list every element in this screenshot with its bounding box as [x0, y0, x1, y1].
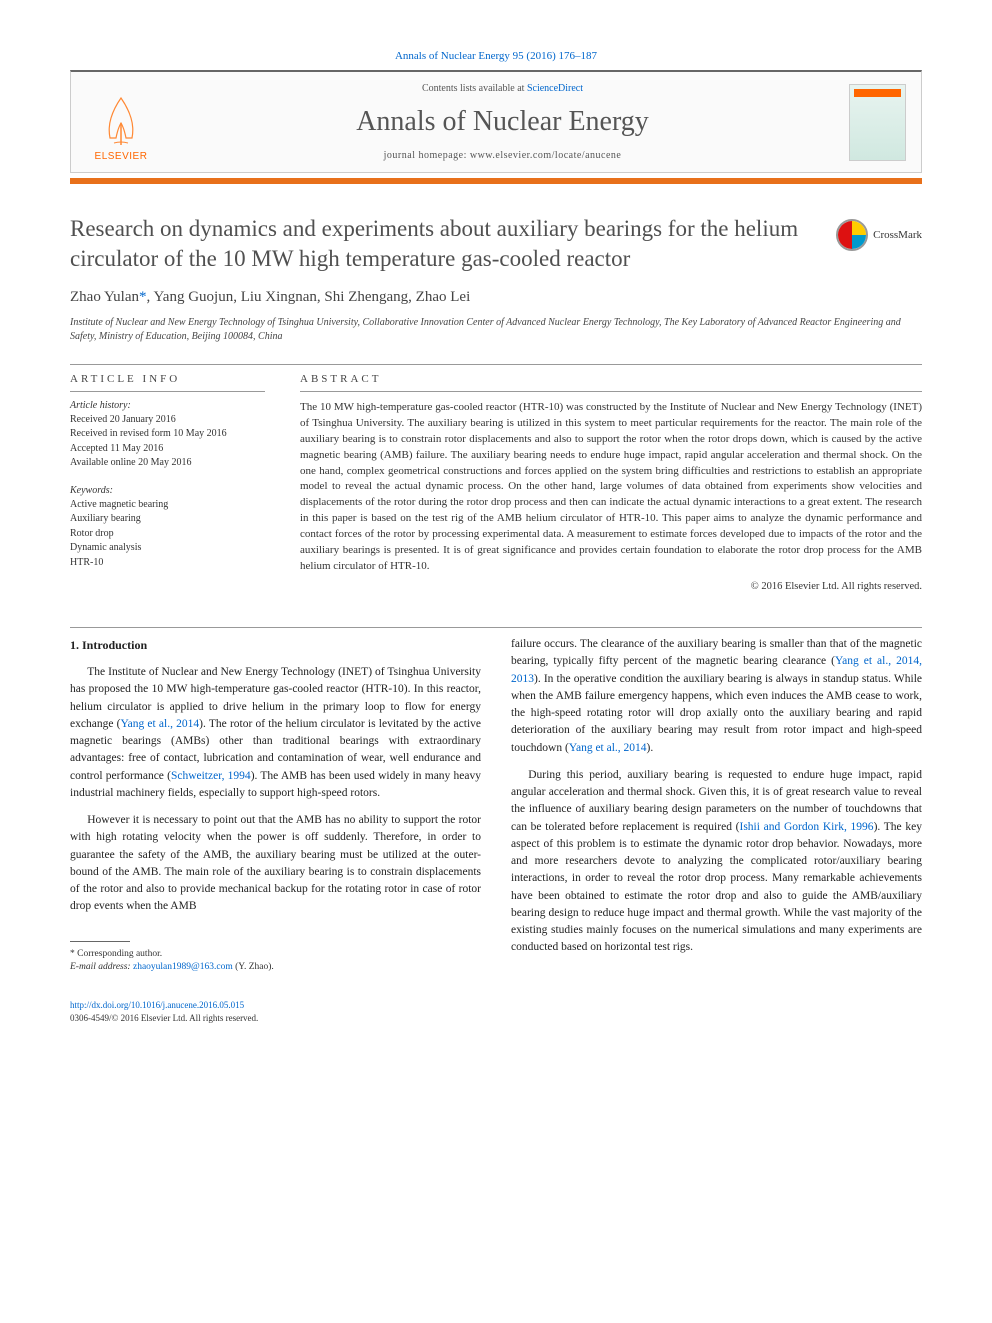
paragraph-4: During this period, auxiliary bearing is… [511, 767, 922, 957]
right-column: failure occurs. The clearance of the aux… [511, 636, 922, 1024]
abstract-copyright: © 2016 Elsevier Ltd. All rights reserved… [300, 581, 922, 592]
section-1-heading: 1. Introduction [70, 636, 481, 654]
publisher-logo[interactable]: ELSEVIER [86, 82, 156, 162]
left-column: 1. Introduction The Institute of Nuclear… [70, 636, 481, 1024]
journal-cover-thumbnail[interactable] [849, 84, 906, 161]
email-tail: (Y. Zhao). [233, 962, 274, 972]
authors-rest: , Yang Guojun, Liu Xingnan, Shi Zhengang… [147, 289, 471, 305]
journal-title: Annals of Nuclear Energy [176, 106, 829, 138]
homepage-prefix: journal homepage: [384, 150, 470, 161]
body-divider [70, 627, 922, 628]
issn-copyright: 0306-4549/© 2016 Elsevier Ltd. All right… [70, 1012, 481, 1025]
date-received: Received 20 January 2016 [70, 413, 265, 428]
email-label: E-mail address: [70, 962, 133, 972]
paragraph-3: failure occurs. The clearance of the aux… [511, 636, 922, 757]
info-divider [70, 391, 265, 392]
contents-prefix: Contents lists available at [422, 83, 527, 94]
contents-available-line: Contents lists available at ScienceDirec… [176, 83, 829, 94]
corresponding-mark[interactable]: * [139, 289, 147, 305]
article-title: Research on dynamics and experiments abo… [70, 214, 816, 274]
abstract-column: ABSTRACT The 10 MW high-temperature gas-… [300, 373, 922, 592]
homepage-url[interactable]: www.elsevier.com/locate/anucene [470, 150, 621, 161]
footnote-divider [70, 941, 130, 942]
paragraph-1: The Institute of Nuclear and New Energy … [70, 664, 481, 802]
author-email[interactable]: zhaoyulan1989@163.com [133, 962, 233, 972]
journal-homepage: journal homepage: www.elsevier.com/locat… [176, 150, 829, 161]
article-history-label: Article history: [70, 400, 265, 411]
corresponding-author-note: * Corresponding author. [70, 948, 481, 961]
journal-header: ELSEVIER Contents lists available at Sci… [70, 70, 922, 173]
keyword-4: Dynamic analysis [70, 541, 265, 556]
header-center: Contents lists available at ScienceDirec… [176, 83, 829, 161]
paragraph-2: However it is necessary to point out tha… [70, 812, 481, 916]
date-accepted: Accepted 11 May 2016 [70, 442, 265, 457]
top-citation: Annals of Nuclear Energy 95 (2016) 176–1… [70, 50, 922, 62]
elsevier-tree-icon [96, 93, 146, 148]
date-revised: Received in revised form 10 May 2016 [70, 427, 265, 442]
abstract-divider [300, 391, 922, 392]
article-info-column: ARTICLE INFO Article history: Received 2… [70, 373, 265, 592]
section-divider [70, 364, 922, 365]
footer-block: http://dx.doi.org/10.1016/j.anucene.2016… [70, 999, 481, 1024]
cite-schweitzer-1994[interactable]: Schweitzer, 1994 [171, 770, 251, 782]
page-root: Annals of Nuclear Energy 95 (2016) 176–1… [0, 0, 992, 1074]
publisher-name: ELSEVIER [95, 151, 148, 162]
doi-link[interactable]: http://dx.doi.org/10.1016/j.anucene.2016… [70, 999, 481, 1012]
accent-bar [70, 178, 922, 184]
email-footnote: E-mail address: zhaoyulan1989@163.com (Y… [70, 961, 481, 974]
body-columns: 1. Introduction The Institute of Nuclear… [70, 636, 922, 1024]
abstract-heading: ABSTRACT [300, 373, 922, 385]
keyword-1: Active magnetic bearing [70, 498, 265, 513]
cite-yang-2014-b[interactable]: Yang et al., 2014 [569, 742, 647, 754]
cite-yang-2014[interactable]: Yang et al., 2014 [120, 718, 199, 730]
author-primary[interactable]: Zhao Yulan [70, 289, 139, 305]
p4-text-b: ). The key aspect of this problem is to … [511, 821, 922, 954]
affiliation: Institute of Nuclear and New Energy Tech… [70, 316, 922, 344]
date-online: Available online 20 May 2016 [70, 456, 265, 471]
article-info-heading: ARTICLE INFO [70, 373, 265, 385]
keywords-label: Keywords: [70, 485, 265, 496]
title-row: Research on dynamics and experiments abo… [70, 214, 922, 289]
info-abstract-row: ARTICLE INFO Article history: Received 2… [70, 373, 922, 592]
abstract-text: The 10 MW high-temperature gas-cooled re… [300, 400, 922, 575]
keyword-5: HTR-10 [70, 556, 265, 571]
keyword-2: Auxiliary bearing [70, 512, 265, 527]
cite-ishii-kirk-1996[interactable]: Ishii and Gordon Kirk, 1996 [740, 821, 874, 833]
p3-text-c: ). [647, 742, 654, 754]
crossmark-widget[interactable]: CrossMark [836, 219, 922, 251]
crossmark-label: CrossMark [873, 229, 922, 241]
crossmark-icon [836, 219, 868, 251]
keyword-3: Rotor drop [70, 527, 265, 542]
authors-line: Zhao Yulan*, Yang Guojun, Liu Xingnan, S… [70, 289, 922, 306]
sciencedirect-link[interactable]: ScienceDirect [527, 83, 583, 94]
